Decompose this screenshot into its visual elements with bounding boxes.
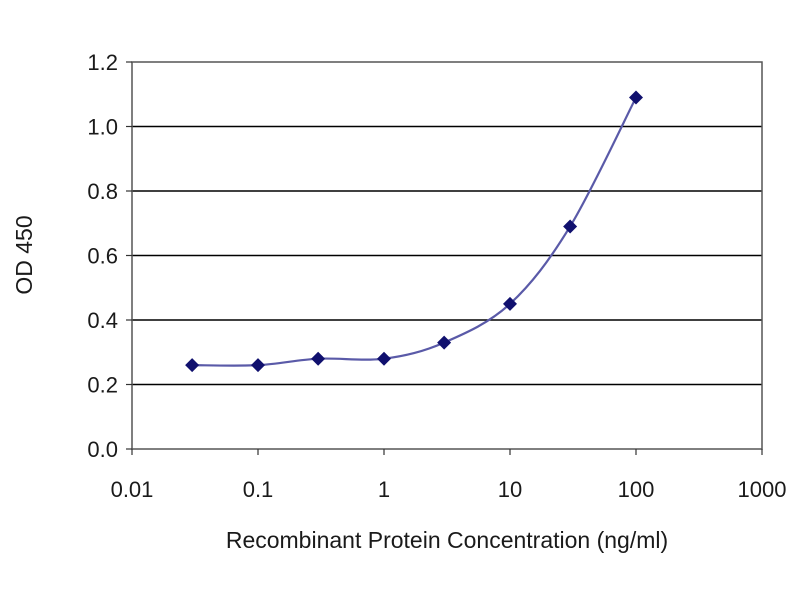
- gridlines: [132, 125, 762, 386]
- data-series: [185, 90, 643, 373]
- y-tick-label: 0.8: [87, 179, 118, 204]
- data-point-marker: [503, 296, 517, 311]
- x-axis-title: Recombinant Protein Concentration (ng/ml…: [226, 527, 668, 553]
- y-axis-title: OD 450: [11, 215, 37, 294]
- data-point-marker: [629, 90, 643, 105]
- data-point-marker: [437, 335, 452, 350]
- x-tick-label: 1: [378, 477, 390, 502]
- x-tick-label: 0.01: [111, 477, 154, 502]
- data-point-marker: [185, 358, 200, 373]
- y-tick-label: 0.6: [87, 244, 118, 269]
- data-point-marker: [251, 358, 265, 373]
- data-point-marker: [563, 219, 578, 234]
- y-tick-label: 0.0: [87, 437, 118, 462]
- series-line: [192, 96, 637, 367]
- y-tick-label: 1.2: [87, 50, 118, 75]
- x-tick-label: 100: [618, 477, 655, 502]
- y-tick-label: 0.2: [87, 373, 118, 398]
- x-tick-label: 10: [498, 477, 522, 502]
- x-tick-label: 0.1: [243, 477, 274, 502]
- x-tick-label: 1000: [738, 477, 787, 502]
- y-tick-label: 1.0: [87, 115, 118, 140]
- tick-labels: 0.0 0.2 0.4 0.6 0.8 1.0 1.2 0.01 0.1 1 10 100 1000: [87, 50, 786, 502]
- y-tick-label: 0.4: [87, 308, 118, 333]
- axes: [126, 61, 763, 455]
- data-point-marker: [377, 351, 391, 366]
- data-point-marker: [311, 351, 326, 366]
